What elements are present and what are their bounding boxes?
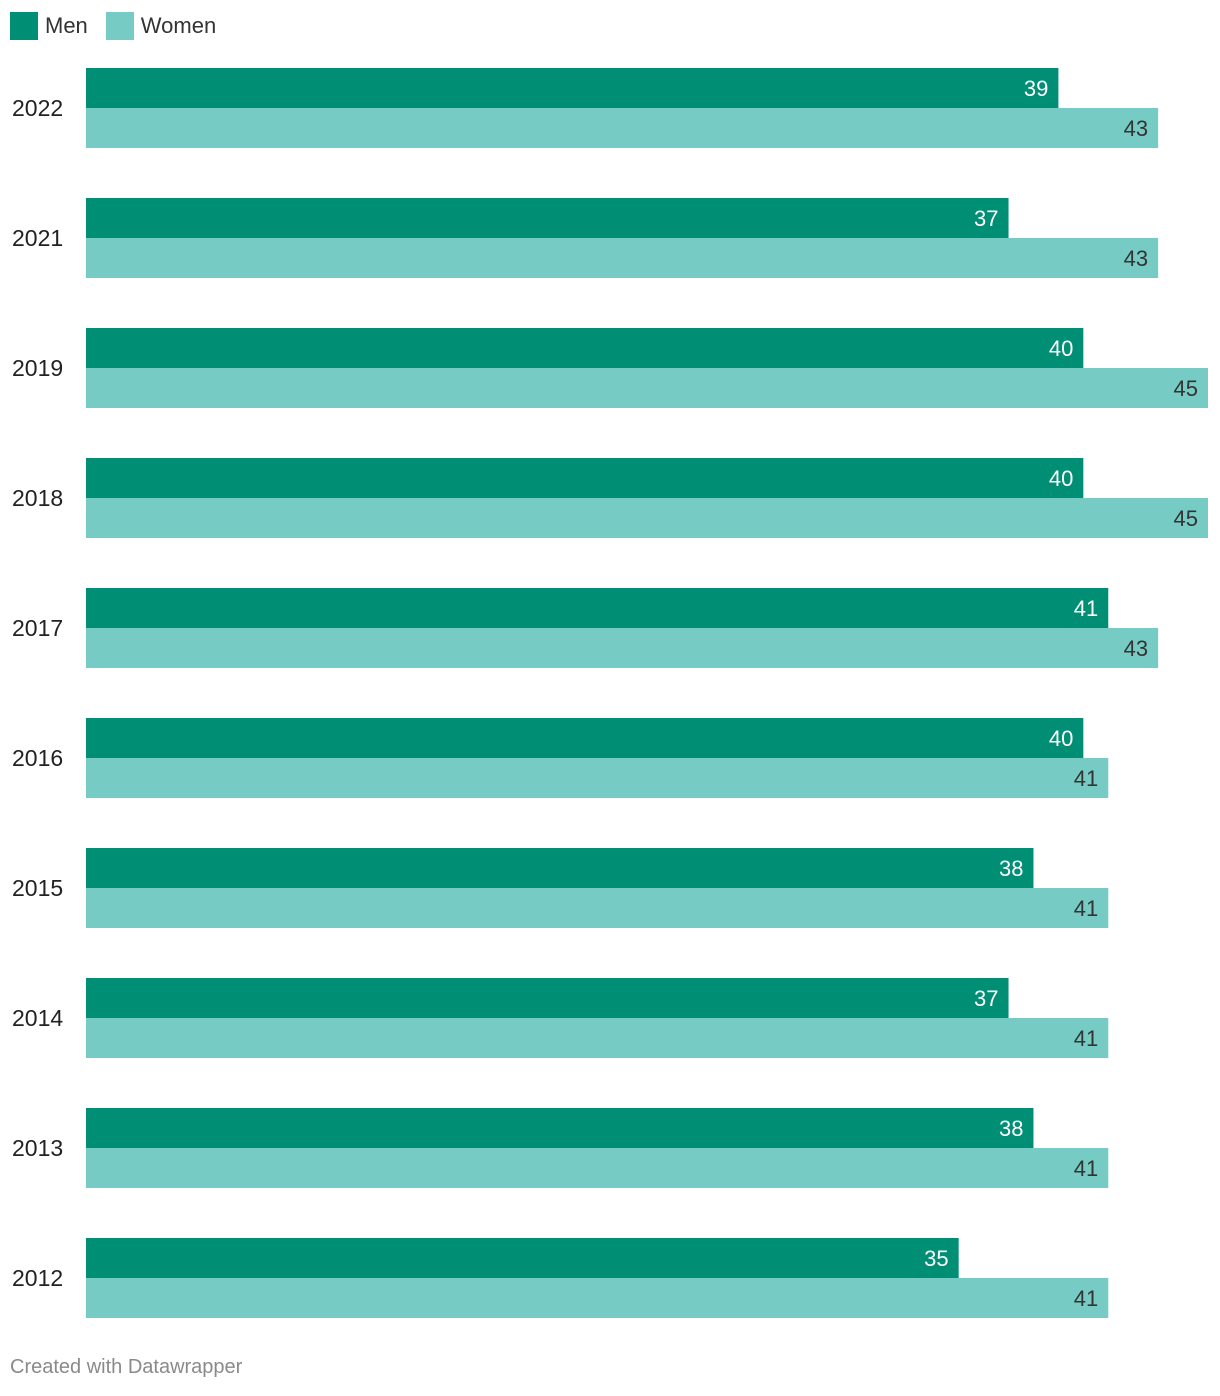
bar-women-2022 <box>86 108 1159 148</box>
legend-label-women: Women <box>140 13 217 38</box>
legend-swatch-women <box>105 12 134 40</box>
value-label-men-2019: 40 <box>1049 336 1073 361</box>
value-label-men-2018: 40 <box>1049 466 1073 491</box>
bar-women-2019 <box>86 368 1208 408</box>
category-label-2017: 2017 <box>12 615 63 641</box>
category-label-2018: 2018 <box>12 485 63 511</box>
value-label-men-2012: 35 <box>924 1246 948 1271</box>
datawrapper-credit: Created with Datawrapper <box>10 1356 243 1378</box>
bar-chart: 2022 39 43 2021 37 43 2019 40 45 2018 40 45 2017 41 43… <box>12 68 1208 1318</box>
value-label-women-2013: 41 <box>1074 1156 1098 1181</box>
category-label-2016: 2016 <box>12 745 63 771</box>
legend-item-women: Women <box>105 12 217 40</box>
bar-men-2019 <box>86 328 1084 368</box>
value-label-men-2013: 38 <box>999 1116 1023 1141</box>
category-label-2019: 2019 <box>12 355 63 381</box>
value-label-women-2014: 41 <box>1074 1026 1098 1051</box>
bar-women-2018 <box>86 498 1208 538</box>
category-label-2021: 2021 <box>12 225 63 251</box>
value-label-women-2018: 45 <box>1174 506 1198 531</box>
value-label-men-2015: 38 <box>999 856 1023 881</box>
value-label-women-2017: 43 <box>1124 636 1148 661</box>
bar-women-2013 <box>86 1148 1109 1188</box>
bar-women-2017 <box>86 628 1159 668</box>
bar-men-2015 <box>86 848 1034 888</box>
value-label-women-2016: 41 <box>1074 766 1098 791</box>
value-label-women-2021: 43 <box>1124 246 1148 271</box>
value-label-women-2012: 41 <box>1074 1286 1098 1311</box>
category-label-2013: 2013 <box>12 1135 63 1161</box>
category-label-2015: 2015 <box>12 875 63 901</box>
bar-women-2014 <box>86 1018 1109 1058</box>
legend-item-men: Men <box>10 12 88 40</box>
value-label-men-2016: 40 <box>1049 726 1073 751</box>
bar-men-2013 <box>86 1108 1034 1148</box>
bar-men-2018 <box>86 458 1084 498</box>
category-label-2022: 2022 <box>12 95 63 121</box>
legend: Men Women <box>10 12 226 40</box>
bar-men-2016 <box>86 718 1084 758</box>
value-label-men-2021: 37 <box>974 206 998 231</box>
category-label-2012: 2012 <box>12 1265 63 1291</box>
bar-men-2014 <box>86 978 1009 1018</box>
value-label-women-2019: 45 <box>1174 376 1198 401</box>
bar-men-2012 <box>86 1238 959 1278</box>
bar-men-2017 <box>86 588 1109 628</box>
value-label-women-2022: 43 <box>1124 116 1148 141</box>
value-label-women-2015: 41 <box>1074 896 1098 921</box>
bar-women-2015 <box>86 888 1109 928</box>
bar-women-2016 <box>86 758 1109 798</box>
bar-men-2022 <box>86 68 1059 108</box>
bar-women-2012 <box>86 1278 1109 1318</box>
legend-label-men: Men <box>45 13 88 38</box>
value-label-men-2022: 39 <box>1024 76 1048 101</box>
category-label-2014: 2014 <box>12 1005 63 1031</box>
value-label-men-2017: 41 <box>1074 596 1098 621</box>
bar-men-2021 <box>86 198 1009 238</box>
value-label-men-2014: 37 <box>974 986 998 1011</box>
bar-women-2021 <box>86 238 1159 278</box>
legend-swatch-men <box>10 12 38 40</box>
